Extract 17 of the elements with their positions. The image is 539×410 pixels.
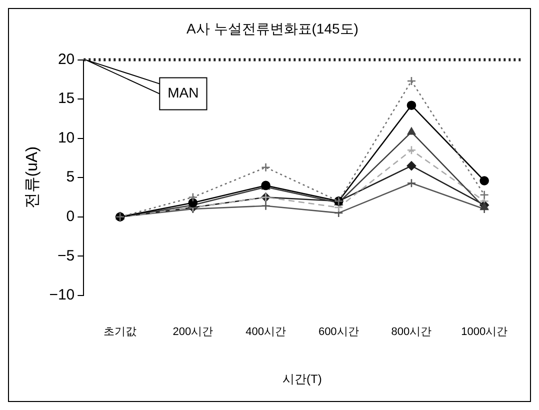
ref-line-label: MAN	[168, 84, 199, 101]
y-tick-label: 10	[58, 129, 75, 146]
y-tick-label: −10	[49, 286, 75, 304]
y-tick-label: 0	[66, 208, 75, 226]
y-tick-label: 15	[58, 90, 75, 108]
x-tick-label: 200시간	[172, 326, 214, 338]
y-tick-label: 20	[58, 50, 75, 68]
chart-title: A사 누설전류변화표(145도)	[186, 20, 358, 36]
x-tick-label: 초기값	[104, 326, 137, 338]
x-tick-label: 1000시간	[461, 326, 508, 338]
x-tick-label: 600시간	[318, 326, 359, 338]
x-tick-label: 400시간	[246, 326, 286, 338]
y-tick-label: 5	[66, 168, 75, 186]
x-tick-label: 800시간	[391, 326, 432, 338]
y-axis-title: 전류(uA)	[24, 146, 42, 209]
x-axis-title: 시간(T)	[282, 372, 322, 386]
y-tick-label: −5	[58, 247, 75, 264]
